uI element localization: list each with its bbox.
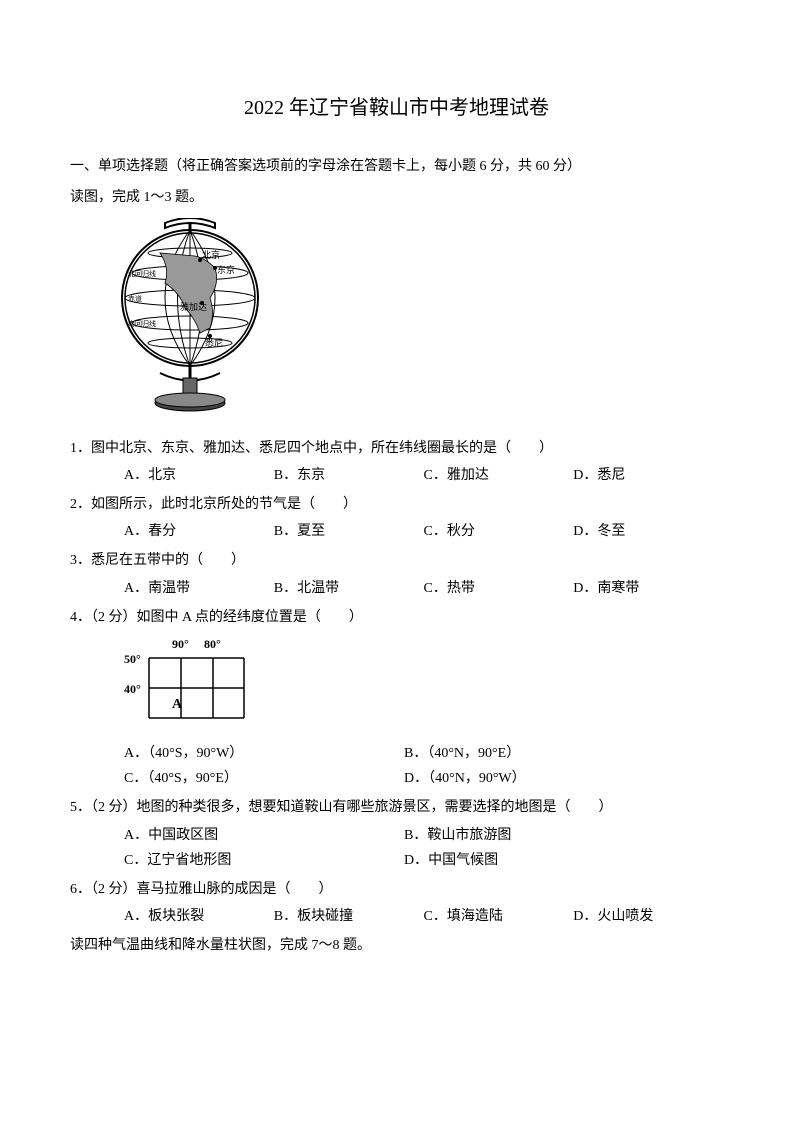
q3-option-a: A．南温带 bbox=[124, 576, 274, 601]
svg-text:90°: 90° bbox=[172, 637, 189, 651]
svg-text:悉尼: 悉尼 bbox=[205, 337, 223, 348]
question-5-text: 5．（2 分）地图的种类很多，想要知道鞍山有哪些旅游景区，需要选择的地图是（ ） bbox=[70, 795, 723, 820]
q2-option-c: C．秋分 bbox=[424, 519, 574, 544]
instruction-1: 读图，完成 1～3 题。 bbox=[70, 185, 723, 210]
svg-text:雅加达: 雅加达 bbox=[180, 301, 207, 312]
svg-text:北京: 北京 bbox=[202, 249, 220, 260]
question-3-text: 3．悉尼在五带中的（ ） bbox=[70, 548, 723, 573]
svg-text:赤道: 赤道 bbox=[128, 294, 142, 303]
q5-option-d: D．中国气候图 bbox=[404, 848, 684, 873]
section-header: 一、单项选择题（将正确答案选项前的字母涂在答题卡上，每小题 6 分，共 60 分… bbox=[70, 154, 723, 179]
svg-text:50°: 50° bbox=[124, 652, 141, 666]
page-title: 2022 年辽宁省鞍山市中考地理试卷 bbox=[70, 90, 723, 126]
q5-option-a: A．中国政区图 bbox=[124, 823, 404, 848]
svg-text:北回归线: 北回归线 bbox=[128, 269, 156, 278]
globe-icon: 北京 东京 雅加达 悉尼 北回归线 赤道 南回归线 bbox=[110, 218, 270, 418]
q1-option-c: C．雅加达 bbox=[424, 463, 574, 488]
question-4: 4．（2 分）如图中 A 点的经纬度位置是（ ） 50° 40° 90° 80°… bbox=[70, 605, 723, 792]
q6-option-d: D．火山喷发 bbox=[573, 904, 723, 929]
q4-option-d: D．（40°N，90°W） bbox=[404, 766, 684, 791]
question-3: 3．悉尼在五带中的（ ） A．南温带 B．北温带 C．热带 D．南寒带 bbox=[70, 548, 723, 600]
q2-option-a: A．春分 bbox=[124, 519, 274, 544]
q4-option-b: B．（40°N，90°E） bbox=[404, 741, 684, 766]
q6-option-b: B．板块碰撞 bbox=[274, 904, 424, 929]
question-6: 6．（2 分）喜马拉雅山脉的成因是（ ） A．板块张裂 B．板块碰撞 C．填海造… bbox=[70, 877, 723, 929]
svg-text:A: A bbox=[172, 697, 183, 712]
question-5: 5．（2 分）地图的种类很多，想要知道鞍山有哪些旅游景区，需要选择的地图是（ ）… bbox=[70, 795, 723, 873]
q3-option-d: D．南寒带 bbox=[573, 576, 723, 601]
q1-option-b: B．东京 bbox=[274, 463, 424, 488]
question-2: 2．如图所示，此时北京所处的节气是（ ） A．春分 B．夏至 C．秋分 D．冬至 bbox=[70, 492, 723, 544]
svg-text:南回归线: 南回归线 bbox=[128, 319, 156, 328]
question-1: 1．图中北京、东京、雅加达、悉尼四个地点中，所在纬线圈最长的是（ ） A．北京 … bbox=[70, 436, 723, 488]
q6-option-c: C．填海造陆 bbox=[424, 904, 574, 929]
q4-option-c: C．（40°S，90°E） bbox=[124, 766, 404, 791]
question-6-text: 6．（2 分）喜马拉雅山脉的成因是（ ） bbox=[70, 877, 723, 902]
q2-option-b: B．夏至 bbox=[274, 519, 424, 544]
svg-text:80°: 80° bbox=[204, 637, 221, 651]
q5-option-c: C．辽宁省地形图 bbox=[124, 848, 404, 873]
q4-option-a: A．（40°S，90°W） bbox=[124, 741, 404, 766]
q1-option-a: A．北京 bbox=[124, 463, 274, 488]
question-1-text: 1．图中北京、东京、雅加达、悉尼四个地点中，所在纬线圈最长的是（ ） bbox=[70, 436, 723, 461]
svg-text:40°: 40° bbox=[124, 682, 141, 696]
q3-option-c: C．热带 bbox=[424, 576, 574, 601]
svg-text:东京: 东京 bbox=[217, 264, 235, 275]
question-2-text: 2．如图所示，此时北京所处的节气是（ ） bbox=[70, 492, 723, 517]
q2-option-d: D．冬至 bbox=[573, 519, 723, 544]
q3-option-b: B．北温带 bbox=[274, 576, 424, 601]
globe-figure: 北京 东京 雅加达 悉尼 北回归线 赤道 南回归线 bbox=[110, 218, 723, 427]
question-4-text: 4．（2 分）如图中 A 点的经纬度位置是（ ） bbox=[70, 605, 723, 630]
instruction-2: 读四种气温曲线和降水量柱状图，完成 7～8 题。 bbox=[70, 933, 723, 958]
q5-option-b: B．鞍山市旅游图 bbox=[404, 823, 684, 848]
q6-option-a: A．板块张裂 bbox=[124, 904, 274, 929]
coordinate-grid-figure: 50° 40° 90° 80° A bbox=[124, 636, 723, 735]
q1-option-d: D．悉尼 bbox=[573, 463, 723, 488]
grid-icon: 50° 40° 90° 80° A bbox=[124, 636, 254, 726]
